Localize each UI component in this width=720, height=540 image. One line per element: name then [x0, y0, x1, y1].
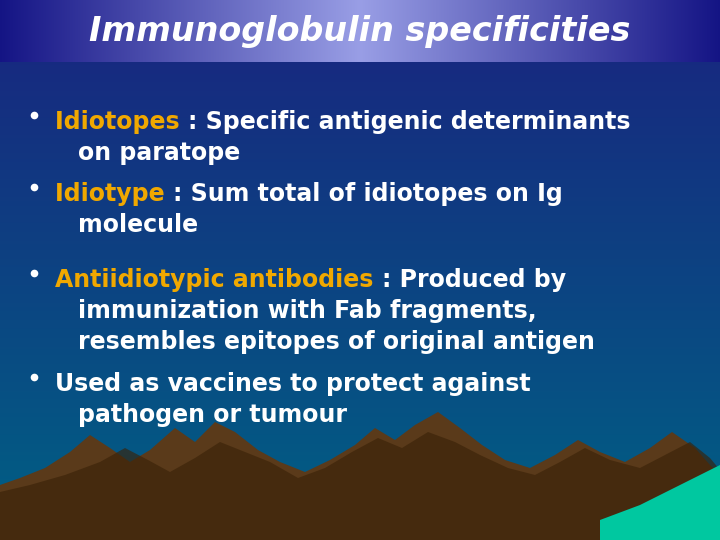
Text: immunization with Fab fragments,: immunization with Fab fragments, [78, 299, 536, 323]
Polygon shape [0, 432, 720, 540]
Polygon shape [0, 412, 720, 540]
Text: resembles epitopes of original antigen: resembles epitopes of original antigen [78, 330, 595, 354]
Text: Idiotopes: Idiotopes [55, 110, 188, 134]
Polygon shape [600, 465, 720, 540]
Text: molecule: molecule [78, 213, 198, 237]
Text: on paratope: on paratope [78, 141, 240, 165]
Text: : Sum total of idiotopes on Ig: : Sum total of idiotopes on Ig [173, 182, 562, 206]
Text: : Specific antigenic determinants: : Specific antigenic determinants [188, 110, 631, 134]
Text: Used as vaccines to protect against: Used as vaccines to protect against [55, 372, 531, 396]
Text: Antiidiotypic antibodies: Antiidiotypic antibodies [55, 268, 382, 292]
Text: Immunoglobulin specificities: Immunoglobulin specificities [89, 16, 631, 49]
Text: pathogen or tumour: pathogen or tumour [78, 403, 347, 427]
Text: : Produced by: : Produced by [382, 268, 566, 292]
Text: Idiotype: Idiotype [55, 182, 173, 206]
